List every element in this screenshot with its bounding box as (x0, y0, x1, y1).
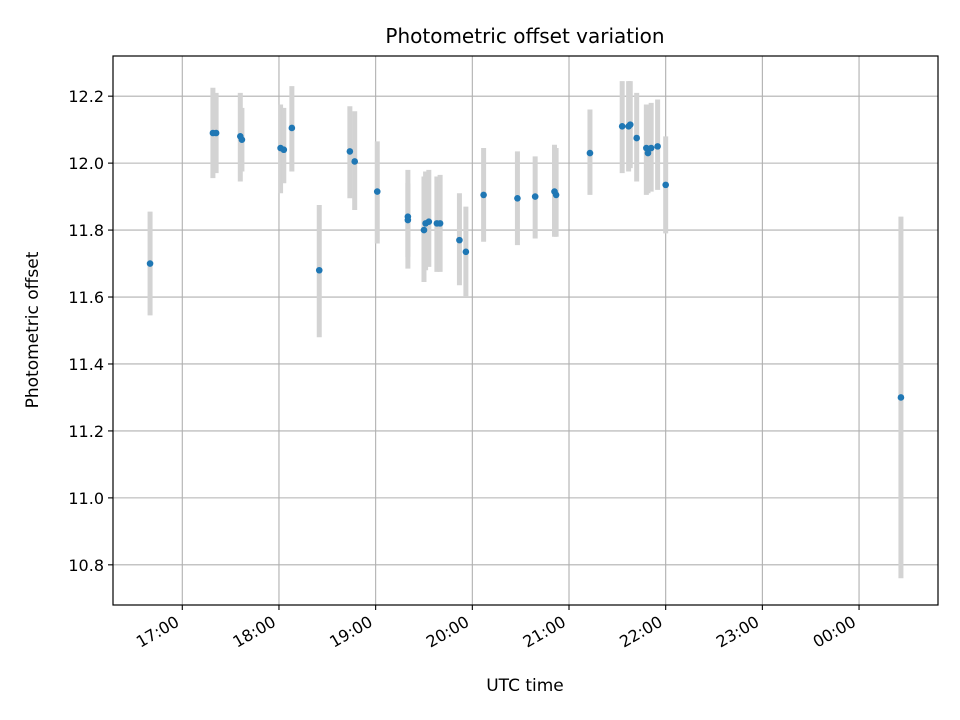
data-points (146, 121, 905, 401)
data-point (647, 144, 655, 152)
data-point (212, 129, 220, 137)
y-tick-label: 12.0 (68, 154, 104, 173)
data-point (644, 149, 652, 157)
data-point (662, 181, 669, 189)
plot-frame (112, 55, 939, 606)
y-tick-label: 11.4 (68, 355, 104, 374)
data-point (897, 394, 905, 401)
data-point (420, 226, 428, 234)
data-point (456, 236, 463, 244)
data-point (288, 124, 296, 132)
data-point (280, 146, 288, 154)
data-point (425, 218, 433, 226)
data-point (436, 220, 444, 227)
x-axis-title: UTC time (486, 676, 564, 696)
y-tick-label: 11.2 (68, 422, 104, 441)
data-point (346, 148, 354, 155)
data-point (643, 144, 650, 152)
data-point (462, 248, 470, 256)
data-point (618, 122, 626, 130)
data-point (404, 216, 412, 224)
data-point (238, 136, 246, 143)
data-point (654, 143, 661, 150)
y-tick-label: 10.8 (68, 556, 104, 575)
data-point (373, 188, 381, 195)
y-tick-label: 12.2 (68, 87, 104, 106)
data-point (586, 149, 594, 157)
data-point (480, 191, 487, 199)
data-point (626, 121, 634, 128)
y-tick-label: 11.0 (68, 489, 104, 508)
y-tick-label: 11.6 (68, 288, 104, 307)
data-point (531, 193, 539, 200)
data-point (514, 194, 521, 202)
y-axis-title: Photometric offset (23, 251, 43, 408)
y-tick-label: 11.8 (68, 221, 104, 240)
y-axis: 10.8 11.0 11.2 11.4 11.6 11.8 12.0 12.2 (68, 87, 113, 575)
data-point (552, 191, 560, 199)
data-point (146, 260, 154, 267)
data-point (315, 266, 323, 274)
chart-title: Photometric offset variation (385, 24, 664, 48)
data-point (633, 134, 640, 142)
data-point (351, 158, 358, 165)
